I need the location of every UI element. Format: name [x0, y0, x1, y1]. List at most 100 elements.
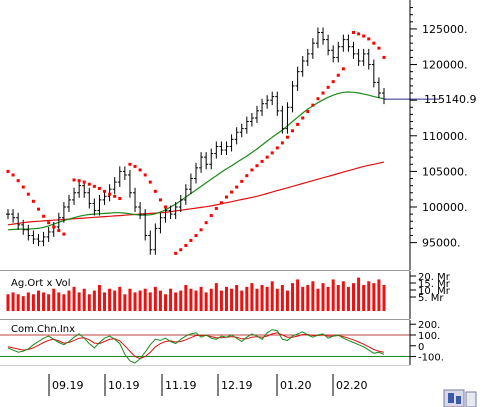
sar-dot: [47, 221, 51, 225]
sar-dot: [184, 243, 188, 247]
sar-dot: [306, 110, 310, 114]
sar-dot: [42, 214, 46, 218]
sar-dot: [143, 173, 147, 177]
sar-dot: [224, 195, 228, 199]
price-bar: [275, 91, 280, 116]
price-bar: [234, 127, 239, 145]
price-bar: [214, 141, 219, 159]
volume-tick-label: 5. Mr: [418, 293, 444, 304]
sar-dot: [280, 141, 284, 145]
volume-bar: [341, 281, 345, 311]
sar-dot: [285, 135, 289, 139]
volume-bar: [87, 294, 91, 311]
sar-dot: [341, 67, 345, 71]
sar-dot: [36, 207, 40, 211]
price-bar: [270, 91, 275, 106]
price-bar: [61, 202, 66, 223]
sar-dot: [270, 151, 274, 155]
volume-bar: [128, 288, 132, 311]
sar-dot: [296, 122, 300, 126]
volume-bar: [377, 279, 381, 311]
sar-dot: [194, 234, 198, 238]
price-bar: [6, 209, 10, 220]
price-bar: [153, 223, 158, 255]
sar-dot: [367, 37, 371, 41]
volume-bar: [138, 290, 142, 311]
time-tick-label: 01.20: [280, 379, 312, 392]
volume-bar: [164, 294, 168, 311]
price-bar: [148, 230, 153, 255]
sar-dot: [72, 178, 76, 182]
volume-bar: [153, 286, 157, 311]
time-axis: 09.19 10.19 11.19 12.19 01.20 02.20: [48, 374, 368, 396]
sar-dot: [138, 168, 142, 172]
price-bar: [117, 166, 122, 188]
price-bar: [376, 77, 381, 99]
volume-bar: [77, 292, 81, 311]
price-bar: [285, 102, 290, 134]
price-bar: [41, 231, 46, 247]
volume-bar: [214, 283, 218, 311]
volume-bar: [311, 281, 315, 311]
price-tick-label: 125000.: [422, 23, 468, 36]
sar-dot: [158, 198, 162, 202]
price-bar: [371, 59, 376, 88]
price-bar: [300, 56, 305, 77]
sar-dot: [113, 194, 117, 198]
price-bar: [127, 169, 132, 198]
sar-dot: [21, 185, 25, 189]
sar-dot: [326, 85, 330, 89]
price-bar: [310, 38, 315, 59]
volume-bar: [326, 286, 330, 311]
volume-bar: [240, 290, 244, 311]
price-bar: [305, 48, 310, 66]
sar-dot: [97, 186, 101, 190]
time-tick-label: 02.20: [336, 379, 368, 392]
sar-dot: [250, 168, 254, 172]
volume-bar: [103, 292, 107, 311]
price-bar: [321, 27, 326, 45]
sar-dot: [245, 174, 249, 178]
price-bar: [244, 116, 249, 134]
volume-bar: [179, 290, 183, 311]
volume-bar: [275, 288, 279, 311]
volume-bar: [357, 277, 361, 311]
price-tick-label: 95000.: [422, 237, 461, 250]
price-bar: [133, 187, 138, 212]
sar-dot: [265, 155, 269, 159]
sar-dot: [301, 116, 305, 120]
volume-bar: [148, 292, 152, 311]
price-tick-label: 105000.: [422, 165, 468, 178]
sar-dot: [357, 32, 361, 36]
volume-bars: [6, 277, 386, 311]
sar-dot: [275, 146, 279, 150]
sar-dot: [336, 73, 340, 77]
price-bar: [173, 202, 178, 220]
price-bar: [31, 230, 36, 245]
time-tick-label: 09.19: [52, 379, 84, 392]
volume-bar: [31, 294, 35, 311]
price-bar: [351, 41, 356, 59]
sar-dot: [92, 184, 96, 188]
toolbar-widget-icon[interactable]: [443, 389, 477, 407]
sar-dot: [11, 173, 15, 177]
price-bar: [249, 112, 254, 127]
oscillator-series: [7, 329, 385, 364]
volume-bar: [331, 279, 335, 311]
volume-bar: [189, 288, 193, 311]
sar-dot: [214, 206, 218, 210]
sar-dot: [77, 179, 81, 183]
sar-dot: [16, 179, 20, 183]
volume-bar: [219, 290, 223, 311]
volume-bar: [204, 292, 208, 311]
price-bar: [158, 212, 163, 234]
volume-bar: [346, 286, 350, 311]
price-bar: [21, 219, 26, 235]
price-bar: [194, 162, 198, 184]
volume-bar: [47, 294, 51, 311]
sar-dot: [382, 55, 386, 59]
volume-bar: [270, 281, 274, 311]
sar-dot: [255, 164, 259, 168]
